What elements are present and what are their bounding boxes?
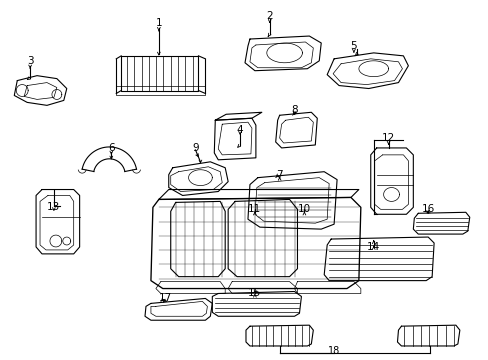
Text: 13: 13: [47, 202, 61, 212]
Text: 7: 7: [276, 170, 283, 180]
Text: 8: 8: [290, 105, 297, 115]
Text: 17: 17: [159, 293, 172, 303]
Text: 1: 1: [155, 18, 162, 28]
Text: 11: 11: [248, 204, 261, 214]
Text: 18: 18: [327, 346, 340, 356]
Text: 2: 2: [266, 11, 272, 21]
Text: 12: 12: [381, 133, 394, 143]
Text: 4: 4: [236, 125, 243, 135]
Text: 14: 14: [366, 242, 380, 252]
Text: 10: 10: [297, 204, 310, 214]
Text: 3: 3: [27, 56, 33, 66]
Text: 6: 6: [108, 143, 114, 153]
Text: 5: 5: [350, 41, 357, 51]
Text: 9: 9: [192, 143, 199, 153]
Text: 16: 16: [421, 204, 434, 214]
Text: 15: 15: [248, 288, 261, 298]
